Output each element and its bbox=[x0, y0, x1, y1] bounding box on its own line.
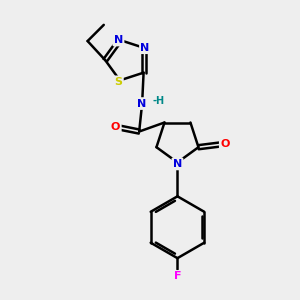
Text: O: O bbox=[111, 122, 120, 132]
Text: S: S bbox=[114, 77, 122, 87]
Text: F: F bbox=[174, 272, 181, 281]
Text: N: N bbox=[137, 99, 147, 109]
Text: N: N bbox=[140, 43, 150, 53]
Text: N: N bbox=[173, 159, 182, 169]
Text: N: N bbox=[114, 35, 123, 45]
Text: O: O bbox=[220, 139, 230, 149]
Text: -H: -H bbox=[152, 96, 165, 106]
